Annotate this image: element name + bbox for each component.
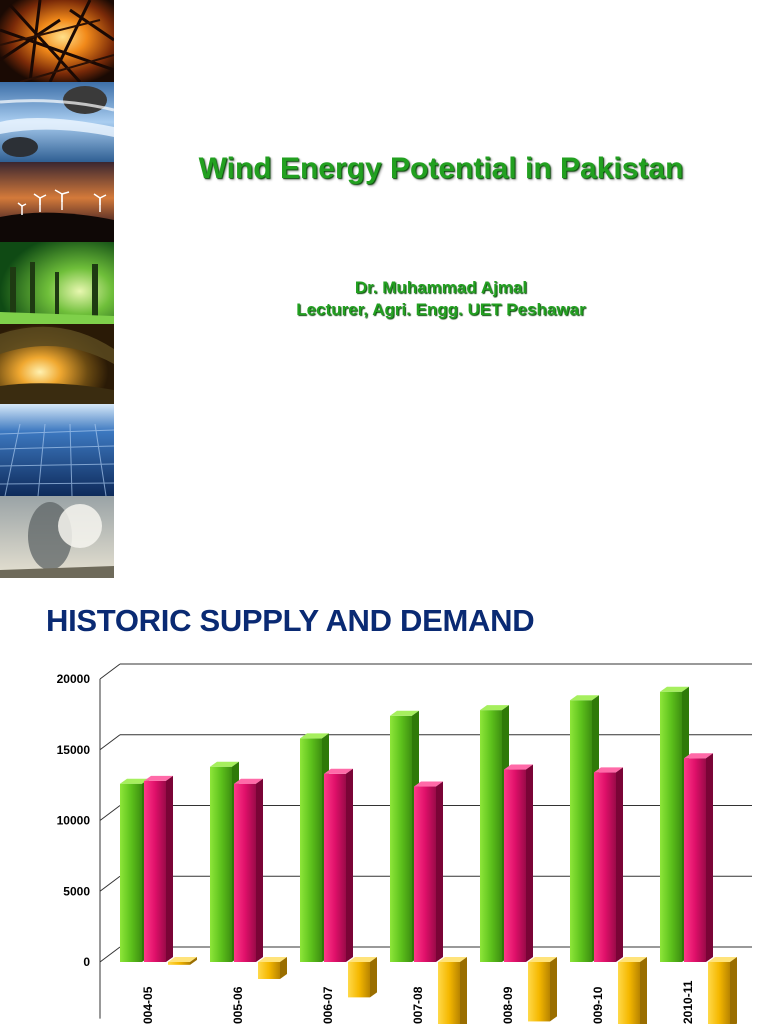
- y-tick-label: 5000: [63, 884, 90, 898]
- x-tick-label: 008-09: [501, 986, 515, 1024]
- wind-turbines-photo: [0, 162, 114, 242]
- supply-demand-chart: 0 5000 10000 15000 20000 004-05 005-06 006-07 00…: [57, 663, 752, 1024]
- y-tick-label: 0: [83, 955, 90, 969]
- yellow-bar: [618, 957, 647, 1024]
- yellow-bar: [258, 957, 287, 979]
- presentation-title: Wind Energy Potential in Pakistan: [198, 152, 684, 185]
- geyser-steam-photo: [0, 496, 114, 578]
- gridline-edge: [99, 734, 121, 751]
- magenta-bar: [684, 753, 713, 962]
- sunset-grass-photo: [0, 0, 114, 82]
- x-tick-label: 009-10: [591, 986, 605, 1024]
- waterfall-photo: [0, 82, 114, 162]
- yellow-bar: [528, 957, 557, 1022]
- magenta-bar: [414, 781, 443, 962]
- magenta-bar: [144, 775, 173, 962]
- x-tick-label: 006-07: [321, 986, 335, 1024]
- yellow-bar: [438, 957, 467, 1024]
- photo-strip: [0, 0, 114, 578]
- green-forest-photo: [0, 242, 114, 324]
- ocean-wave-photo: [0, 324, 114, 404]
- title-slide: Wind Energy Potential in Pakistan Dr. Mu…: [0, 0, 684, 578]
- yellow-bar: [348, 957, 377, 998]
- supply-demand-slide: HISTORIC SUPPLY AND DEMAND 0 5000 10000 150…: [0, 578, 768, 1024]
- gridline-edge: [99, 875, 121, 892]
- y-tick-label: 10000: [57, 814, 91, 828]
- y-tick-label: 15000: [57, 743, 91, 757]
- magenta-bar: [324, 768, 353, 962]
- solar-panel-photo: [0, 404, 114, 496]
- yellow-bar: [168, 957, 197, 965]
- x-tick-label: 007-08: [411, 986, 425, 1024]
- x-tick-label: 005-06: [231, 986, 245, 1024]
- magenta-bar: [504, 764, 533, 962]
- gridline-edge: [99, 805, 121, 821]
- yellow-bar: [708, 957, 737, 1024]
- x-tick-label: 004-05: [141, 986, 155, 1024]
- gridline-edge: [99, 663, 121, 680]
- slide-title: HISTORIC SUPPLY AND DEMAND: [46, 603, 535, 638]
- y-tick-label: 20000: [57, 672, 91, 686]
- magenta-bar: [594, 767, 623, 962]
- author-name: Dr. Muhammad Ajmal: [354, 278, 528, 297]
- author-position: Lecturer, Agri. Engg. UET Peshawar: [296, 300, 586, 319]
- gridline-edge: [99, 946, 121, 963]
- x-tick-label: 2010-11: [681, 980, 695, 1024]
- magenta-bar: [234, 778, 263, 962]
